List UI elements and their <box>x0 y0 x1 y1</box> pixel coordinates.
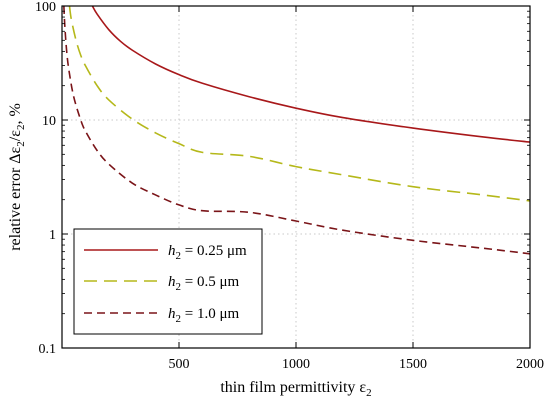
y-tick-label: 0.1 <box>39 342 57 357</box>
x-tick-label: 1500 <box>399 357 427 372</box>
legend-label-series-1: h2 = 0.25 μm <box>168 243 247 262</box>
y-axis-label-sub1: 2 <box>15 141 27 147</box>
series-layer <box>63 6 530 255</box>
y-axis-label-post: , % <box>7 103 24 124</box>
legend-label-series-3: h2 = 1.0 μm <box>168 306 240 325</box>
legend-entry: h2 = 1.0 μm <box>84 306 240 325</box>
series-line-2 <box>68 6 530 202</box>
legend-entry: h2 = 0.25 μm <box>84 243 247 262</box>
y-axis-label-sub2: 2 <box>15 125 27 131</box>
ticks: 500 1000 1500 2000 0.1 1 10 100 <box>35 0 544 372</box>
legend-label-series-2: h2 = 0.5 μm <box>168 274 240 293</box>
legend: h2 = 0.25 μm h2 = 0.5 μm h2 = 1.0 μm <box>73 228 263 335</box>
x-axis-label-main: thin film permittivity ε <box>220 379 366 396</box>
x-tick-label: 2000 <box>516 357 544 372</box>
x-tick-label: 1000 <box>282 357 310 372</box>
x-axis-label: thin film permittivity ε2 <box>220 379 371 399</box>
legend-entry: h2 = 0.5 μm <box>84 274 240 293</box>
y-tick-label: 100 <box>35 0 56 15</box>
x-tick-label: 500 <box>169 357 190 372</box>
y-tick-label: 1 <box>49 228 56 243</box>
series-line-1 <box>91 6 530 143</box>
y-axis-label-pre: relative error Δε <box>7 146 24 250</box>
y-tick-label: 10 <box>42 114 56 129</box>
y-axis-label-mid: /ε <box>7 130 24 141</box>
x-axis-label-sub: 2 <box>366 387 372 399</box>
series-line-3 <box>63 6 530 255</box>
y-axis-label: relative error Δε2/ε2, % <box>7 103 27 251</box>
